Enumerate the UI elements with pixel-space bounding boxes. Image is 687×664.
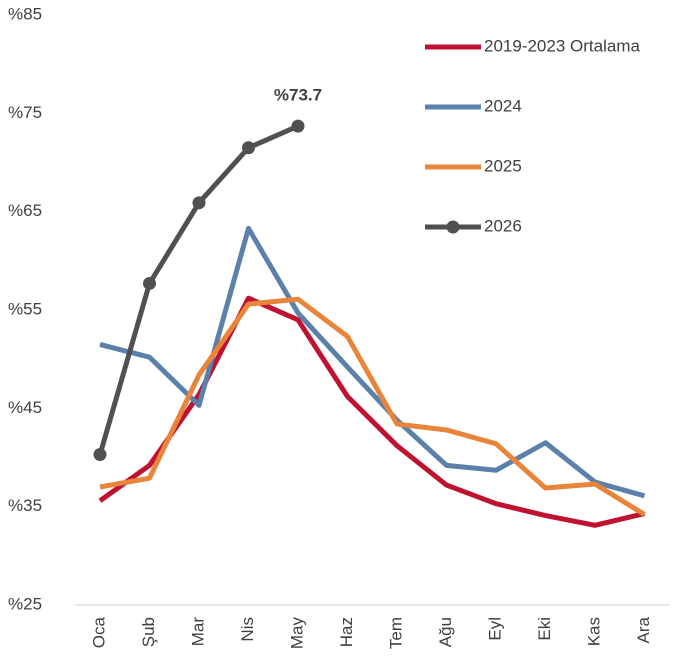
series-line bbox=[99, 296, 646, 517]
y-tick-label: %85 bbox=[8, 4, 42, 23]
y-tick-label: %65 bbox=[8, 201, 42, 220]
point bbox=[242, 141, 255, 155]
x-tick-label: Haz bbox=[337, 617, 356, 647]
data-label: %73.7 bbox=[274, 86, 322, 105]
x-tick-label: Eyl bbox=[485, 617, 504, 641]
point bbox=[291, 119, 305, 133]
x-tick-label: Tem bbox=[386, 617, 405, 649]
x-tick-label: Ara bbox=[634, 616, 653, 643]
legend-label: 2026 bbox=[484, 216, 522, 235]
y-tick-label: %35 bbox=[8, 496, 42, 515]
legend-label: 2025 bbox=[484, 156, 522, 175]
x-tick-label: Nis bbox=[238, 617, 257, 642]
x-tick-label: May bbox=[287, 617, 306, 650]
y-tick-label: %55 bbox=[8, 299, 42, 318]
x-tick-label: Kas bbox=[584, 617, 603, 646]
x-tick-label: Ağu bbox=[436, 617, 455, 647]
x-tick-label: Oca bbox=[89, 616, 108, 648]
series-line bbox=[99, 225, 646, 499]
legend-label: 2019-2023 Ortalama bbox=[484, 36, 640, 55]
x-tick-label: Mar bbox=[188, 617, 207, 647]
y-tick-label: %45 bbox=[8, 398, 42, 417]
point bbox=[93, 448, 107, 462]
y-tick-label: %25 bbox=[8, 594, 42, 613]
point bbox=[192, 196, 206, 210]
x-tick-label: Şub bbox=[139, 617, 158, 647]
point bbox=[143, 276, 156, 290]
legend-label: 2024 bbox=[484, 96, 522, 115]
series-line bbox=[98, 295, 646, 528]
x-tick-label: Eki bbox=[535, 617, 554, 641]
y-tick-label: %75 bbox=[8, 103, 42, 122]
legend-marker bbox=[446, 220, 460, 234]
